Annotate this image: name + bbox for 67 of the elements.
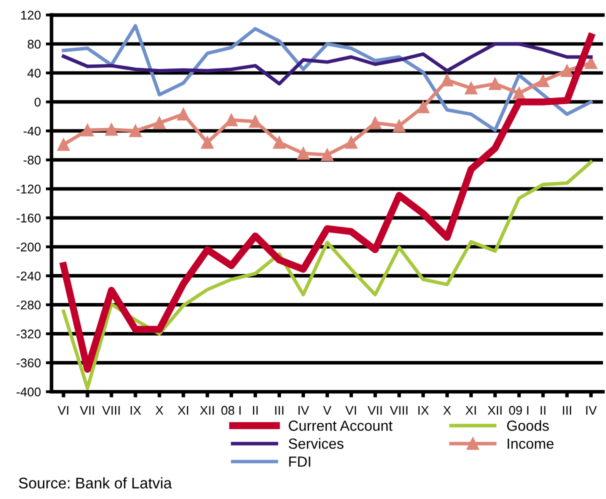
point: [201, 136, 214, 149]
x-tick-label: III: [275, 406, 284, 415]
point: [488, 78, 502, 90]
point: [81, 124, 94, 136]
x-tick-label: II: [540, 406, 546, 415]
x-tick-label: IX: [418, 406, 429, 415]
legend-label: Goods: [507, 420, 549, 431]
y-tick-label: 40: [27, 68, 41, 78]
x-tick-label: IV: [586, 406, 597, 415]
x-tick-label: XI: [178, 406, 188, 415]
point: [273, 136, 286, 149]
x-tick-label: IX: [130, 406, 142, 415]
y-tick-label: -200: [16, 242, 41, 252]
point: [57, 138, 70, 151]
point: [225, 114, 238, 126]
y-tick-label: -400: [16, 388, 41, 396]
x-tick-label: VII: [368, 406, 382, 415]
x-tick-label: XII: [200, 406, 214, 415]
y-tick-label: 0: [34, 98, 41, 107]
point: [297, 147, 310, 160]
x-tick-label: 08 I: [221, 406, 241, 415]
point: [512, 86, 526, 100]
y-tick-label: -120: [16, 184, 41, 194]
point: [416, 100, 430, 114]
x-tick-label: VI: [345, 406, 356, 415]
y-tick-label: -280: [16, 300, 41, 310]
x-tick-label: VIII: [102, 406, 120, 415]
line-series: [62, 42, 593, 86]
line-series: [62, 24, 593, 132]
point: [392, 120, 406, 132]
point: [368, 116, 382, 130]
x-tick-label: VII: [80, 406, 94, 415]
x-tick-label: IV: [298, 406, 310, 415]
legend-label: Current Account: [288, 420, 393, 431]
legend-label: Income: [508, 438, 554, 449]
x-tick-label: 09 I: [509, 406, 528, 415]
x-tick-label: VIII: [390, 406, 408, 415]
y-tick-label: -40: [24, 126, 41, 136]
source-note: Source: Bank of Latvia: [18, 477, 172, 488]
point: [105, 123, 118, 136]
y-tick-label: -360: [16, 358, 41, 368]
y-tick-label: 80: [28, 40, 41, 49]
point: [320, 148, 334, 162]
point: [153, 116, 166, 130]
x-tick-label: XII: [488, 406, 502, 415]
line-series: [62, 160, 593, 390]
point: [560, 64, 574, 78]
point: [536, 74, 550, 88]
y-tick-label: -80: [24, 156, 41, 165]
point: [344, 136, 358, 149]
y-tick-label: 120: [21, 10, 41, 20]
x-tick-label: VI: [58, 406, 68, 415]
legend-label: FDI: [289, 456, 310, 467]
point: [129, 124, 142, 138]
y-tick-label: -320: [16, 330, 41, 338]
point: [177, 108, 190, 120]
x-tick-label: III: [562, 406, 572, 415]
y-tick-label: -240: [16, 272, 41, 280]
point: [440, 74, 454, 86]
x-tick-label: V: [323, 406, 332, 415]
x-tick-label: XI: [465, 406, 476, 415]
y-tick-label: -160: [16, 214, 41, 222]
x-tick-label: X: [443, 406, 452, 415]
legend-label: Services: [288, 438, 344, 449]
point: [464, 82, 478, 94]
x-tick-label: II: [252, 406, 258, 415]
x-tick-label: X: [156, 406, 164, 415]
